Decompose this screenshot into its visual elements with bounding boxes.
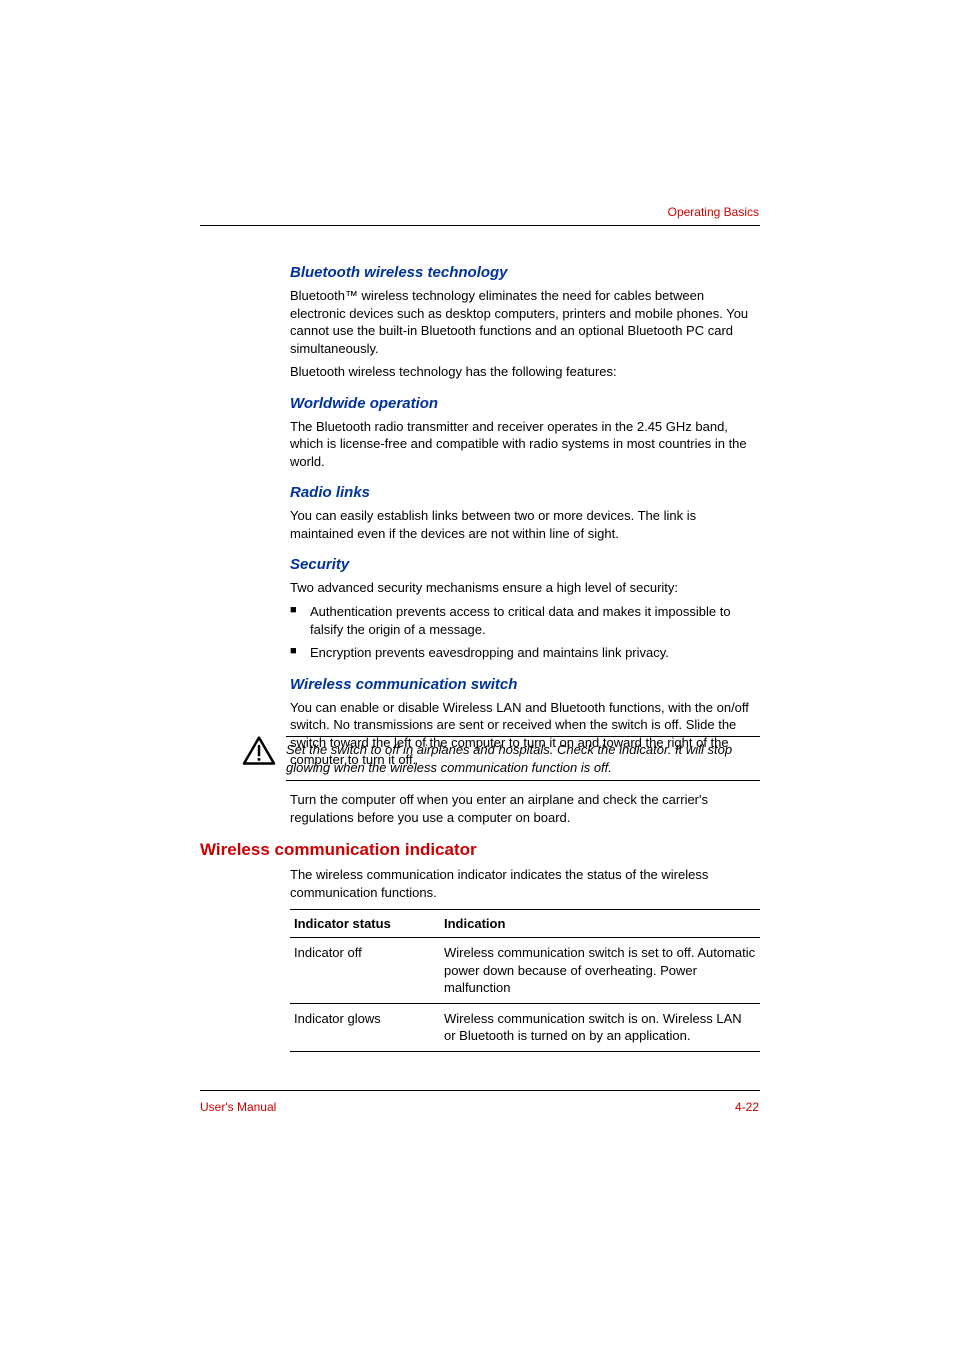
caution-text: Set the switch to off in airplanes and h… [286, 736, 760, 781]
table-header-status: Indicator status [290, 910, 440, 938]
footer-manual-label: User's Manual [200, 1100, 276, 1114]
paragraph: Bluetooth wireless technology has the fo… [290, 363, 760, 381]
heading-security: Security [290, 556, 760, 573]
caution-block: Set the switch to off in airplanes and h… [242, 736, 760, 781]
header-rule [200, 225, 760, 226]
table-row: Indicator off Wireless communication swi… [290, 938, 760, 1004]
caution-section: Set the switch to off in airplanes and h… [200, 726, 760, 1052]
list-item: Encryption prevents eavesdropping and ma… [290, 644, 760, 662]
header-section-label: Operating Basics [668, 205, 759, 219]
table-cell: Wireless communication switch is set to … [440, 938, 760, 1004]
footer-rule [200, 1090, 760, 1091]
heading-radiolinks: Radio links [290, 484, 760, 501]
table-cell: Wireless communication switch is on. Wir… [440, 1003, 760, 1051]
paragraph: You can easily establish links between t… [290, 507, 760, 542]
heading-bluetooth: Bluetooth wireless technology [290, 264, 760, 281]
caution-icon [242, 736, 276, 766]
heading-worldwide: Worldwide operation [290, 395, 760, 412]
paragraph: The wireless communication indicator ind… [290, 866, 760, 901]
paragraph: The Bluetooth radio transmitter and rece… [290, 418, 760, 471]
footer-page-number: 4-22 [735, 1100, 759, 1114]
paragraph: Turn the computer off when you enter an … [290, 791, 760, 826]
indicator-table: Indicator status Indication Indicator of… [290, 909, 760, 1052]
paragraph: Two advanced security mechanisms ensure … [290, 579, 760, 597]
main-content: Bluetooth wireless technology Bluetooth™… [290, 250, 760, 775]
table-cell: Indicator off [290, 938, 440, 1004]
security-bullets: Authentication prevents access to critic… [290, 603, 760, 662]
heading-indicator: Wireless communication indicator [200, 840, 760, 860]
paragraph: Bluetooth™ wireless technology eliminate… [290, 287, 760, 357]
table-row: Indicator glows Wireless communication s… [290, 1003, 760, 1051]
table-cell: Indicator glows [290, 1003, 440, 1051]
list-item: Authentication prevents access to critic… [290, 603, 760, 638]
heading-switch: Wireless communication switch [290, 676, 760, 693]
table-header-indication: Indication [440, 910, 760, 938]
